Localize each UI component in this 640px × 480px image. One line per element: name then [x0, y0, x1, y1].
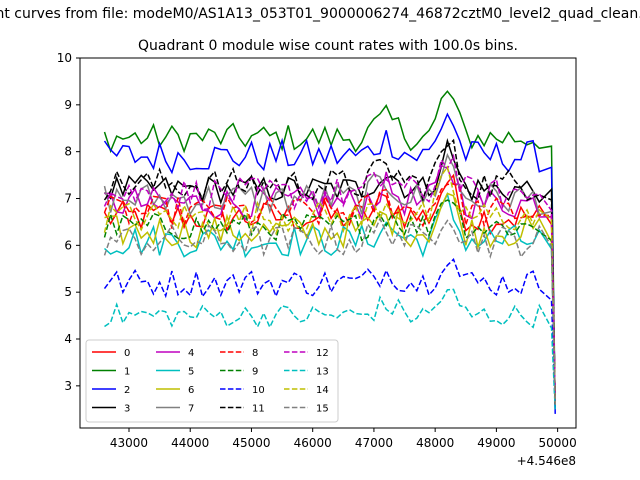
y-tick-label: 6: [64, 238, 72, 252]
series-line-3: [103, 138, 556, 405]
x-tick-label: 48000: [416, 436, 454, 450]
legend-label-12: 12: [316, 348, 329, 359]
series-line-2: [103, 112, 556, 414]
legend-label-3: 3: [124, 404, 130, 415]
series-layer: [103, 90, 556, 414]
series-line-1: [103, 90, 556, 410]
x-axis: 43000 44000 45000 46000 47000 48000 49000 50000: [110, 428, 577, 450]
axes-frame: [79, 57, 577, 429]
x-tick-label: 50000: [539, 436, 577, 450]
legend-label-1: 1: [124, 367, 130, 378]
x-tick-label: 44000: [171, 436, 209, 450]
series-line-9: [103, 199, 556, 405]
y-tick-label: 8: [64, 145, 72, 159]
x-tick-label: 49000: [477, 436, 515, 450]
x-tick-label: 43000: [110, 436, 148, 450]
legend-label-2: 2: [124, 385, 130, 396]
y-tick-label: 3: [64, 379, 72, 393]
legend-label-9: 9: [252, 367, 258, 378]
legend-label-13: 13: [316, 367, 329, 378]
y-tick-label: 7: [64, 192, 72, 206]
y-tick-label: 5: [64, 285, 72, 299]
series-line-12: [103, 153, 556, 400]
series-line-0: [103, 173, 556, 405]
x-tick-label: 46000: [294, 436, 332, 450]
x-tick-label: 47000: [355, 436, 393, 450]
chart-title: Quadrant 0 module wise count rates with …: [138, 38, 518, 54]
legend-label-8: 8: [252, 348, 258, 359]
legend-label-10: 10: [252, 385, 265, 396]
series-line-11: [103, 138, 556, 405]
y-tick-label: 4: [64, 332, 72, 346]
legend-frame: [85, 339, 339, 423]
legend-label-5: 5: [188, 367, 194, 378]
series-line-14: [103, 165, 556, 405]
legend-label-6: 6: [188, 385, 194, 396]
series-line-10: [103, 257, 556, 410]
legend-label-7: 7: [188, 404, 194, 415]
legend-label-4: 4: [188, 348, 194, 359]
x-tick-label: 45000: [232, 436, 270, 450]
legend-label-0: 0: [124, 348, 130, 359]
series-line-15: [103, 216, 556, 405]
y-tick-label: 9: [64, 98, 72, 112]
y-axis: 3 4 5 6 7 8 9 10: [57, 51, 80, 393]
series-line-13: [104, 288, 556, 410]
y-tick-label: 10: [57, 51, 72, 65]
legend-label-11: 11: [252, 404, 265, 415]
figure-suptitle: Light curves from file: modeM0/AS1A13_05…: [0, 6, 640, 22]
legend-label-14: 14: [316, 385, 329, 396]
legend-label-15: 15: [316, 404, 329, 415]
x-offset-label: +4.546e8: [517, 454, 576, 468]
